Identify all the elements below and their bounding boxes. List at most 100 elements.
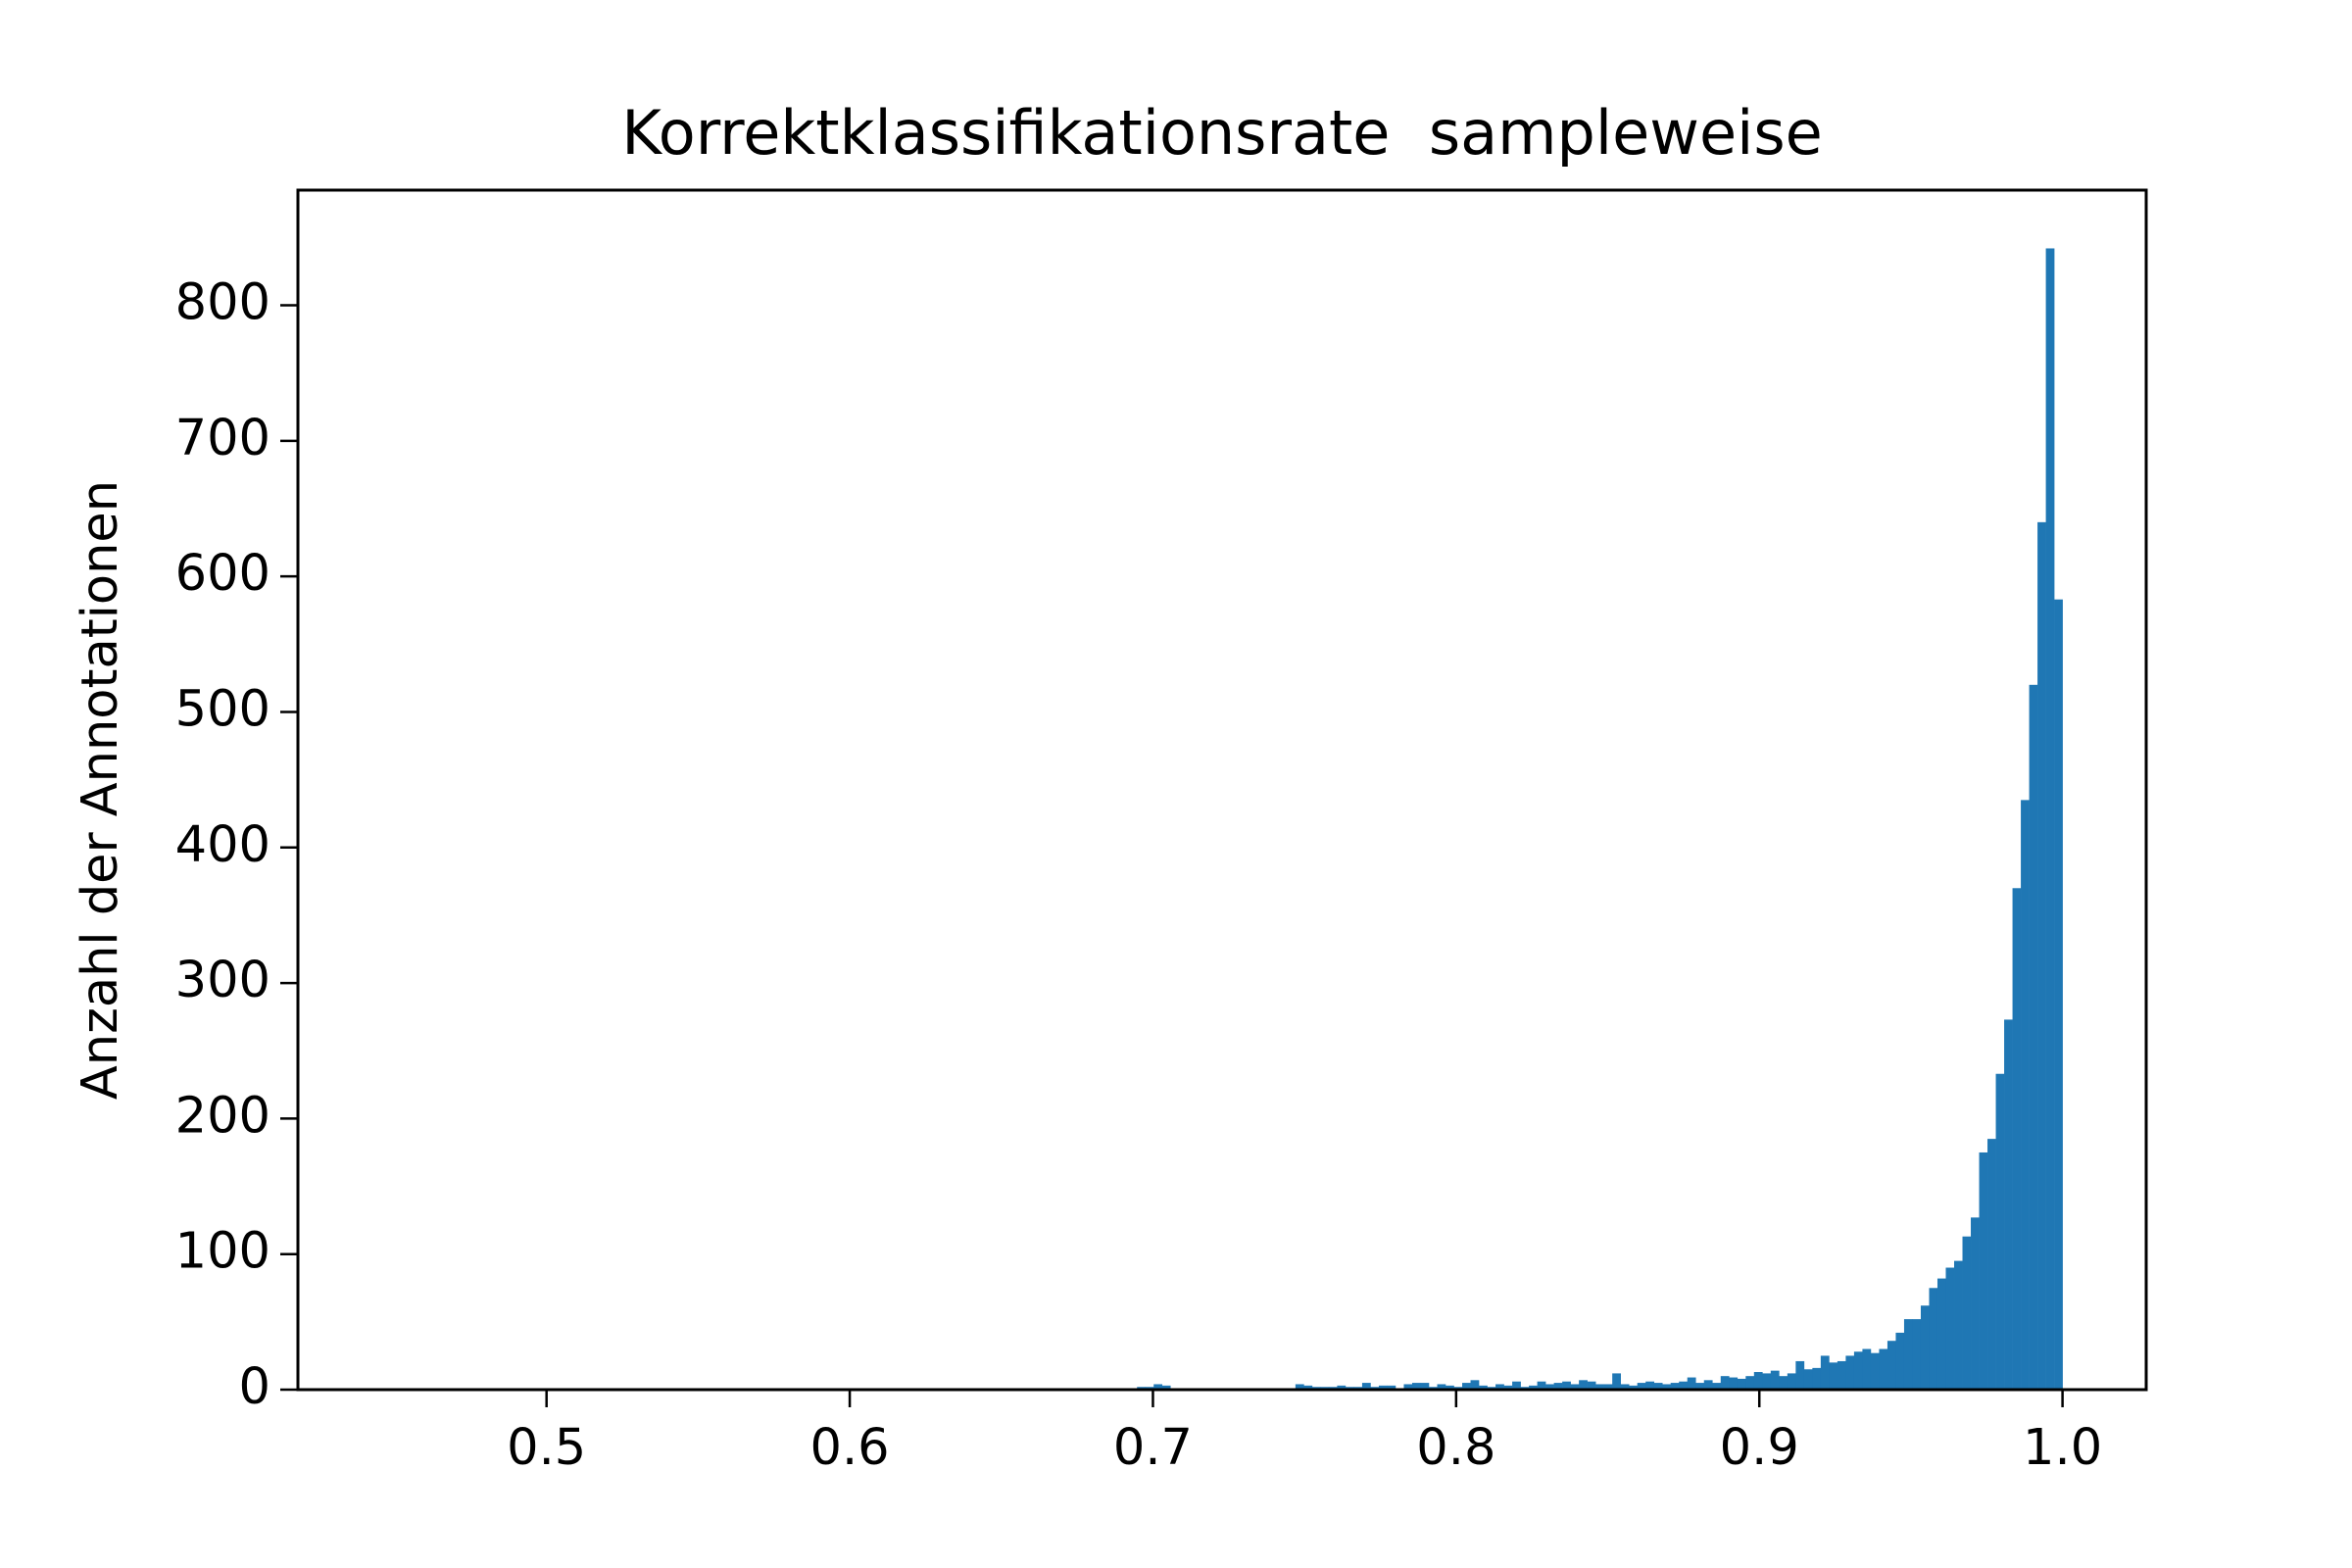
x-tick-label: 1.0 [2023,1419,2102,1477]
bar [1378,1385,1388,1390]
bar [1829,1362,1838,1390]
bar [2004,1019,2013,1390]
bar [1695,1383,1705,1390]
bar [1495,1384,1504,1390]
x-tick-label: 0.9 [1720,1419,1799,1477]
bar [1954,1260,1963,1390]
y-tick-label: 400 [175,816,270,874]
x-tick-label: 0.6 [810,1419,890,1477]
bar [1462,1383,1471,1390]
bar [1820,1355,1830,1390]
bar [1687,1377,1696,1390]
bar [1470,1380,1480,1390]
bar [1795,1360,1805,1390]
bar [1570,1384,1580,1390]
bar [1503,1385,1513,1390]
bar [1479,1385,1488,1390]
bar [1845,1355,1855,1390]
bar [1945,1267,1955,1390]
bar [1537,1381,1546,1390]
bar [1886,1341,1896,1390]
bar [1787,1373,1796,1390]
bar [1936,1278,1946,1390]
bar [1987,1139,1996,1390]
bar [1770,1370,1780,1390]
x-tick-label: 0.7 [1113,1419,1193,1477]
bar [2045,248,2055,1390]
bar [1620,1384,1630,1390]
bar [1153,1384,1163,1390]
bar [2029,684,2038,1390]
bar [1762,1373,1772,1390]
bar [1729,1377,1739,1390]
bar [1603,1384,1613,1390]
bar [1929,1288,1938,1390]
bar [1979,1152,1988,1390]
bar [1720,1376,1730,1390]
bar [1737,1378,1746,1390]
bar [1912,1319,1922,1390]
bar [1337,1385,1347,1390]
bar [1512,1381,1521,1390]
bar [1895,1332,1905,1390]
bar [1879,1348,1888,1390]
bar [1629,1385,1639,1390]
bar [1870,1352,1880,1390]
bar [1587,1381,1596,1390]
bar [1545,1384,1554,1390]
x-tick-label: 0.8 [1416,1419,1495,1477]
bar [1361,1383,1371,1390]
bar [1637,1383,1646,1390]
bar [1446,1385,1454,1390]
bar [1562,1381,1571,1390]
bar [1437,1384,1446,1390]
bar [1303,1385,1313,1390]
bar [1553,1383,1563,1390]
bar [1803,1369,1813,1390]
bar [1612,1373,1621,1390]
bar [1753,1372,1763,1390]
bar [1529,1385,1538,1390]
bar [1920,1305,1930,1390]
bar [2037,521,2046,1390]
axes-frame [296,188,2148,1392]
bar [1903,1319,1913,1390]
bar [1161,1385,1171,1390]
bar [1703,1380,1713,1390]
y-tick-label: 300 [175,952,270,1009]
y-axis-label: Anzahl der Annotationen [72,480,129,1100]
bar [1712,1383,1722,1390]
bar [2012,888,2022,1390]
bar [1995,1073,2005,1390]
y-tick-label: 200 [175,1087,270,1145]
bar [2021,800,2030,1390]
y-tick-label: 500 [175,680,270,738]
bar [1971,1217,1980,1390]
bar [1403,1384,1413,1390]
bar [1779,1376,1788,1390]
y-tick-label: 700 [175,410,270,467]
bar [1662,1384,1672,1390]
y-tick-label: 600 [175,545,270,603]
bar [1962,1236,1972,1390]
x-tick-label: 0.5 [507,1419,586,1477]
bar [1295,1384,1304,1390]
bar [1837,1360,1846,1390]
y-tick-label: 100 [175,1223,270,1281]
bar [1387,1385,1396,1390]
bar [1745,1376,1755,1390]
bar [1653,1383,1663,1390]
bar [1420,1383,1430,1390]
bars [895,248,2063,1390]
bar [1645,1381,1655,1390]
bar [2054,599,2063,1390]
chart-title: Korrektklassifikationsrate sampleweise [621,97,1823,169]
bar [1862,1348,1872,1390]
bar [1595,1384,1604,1390]
bar [1853,1351,1863,1390]
bar [1670,1383,1680,1390]
bar [1411,1383,1421,1390]
y-tick-label: 0 [239,1358,270,1416]
bar [1812,1367,1822,1390]
